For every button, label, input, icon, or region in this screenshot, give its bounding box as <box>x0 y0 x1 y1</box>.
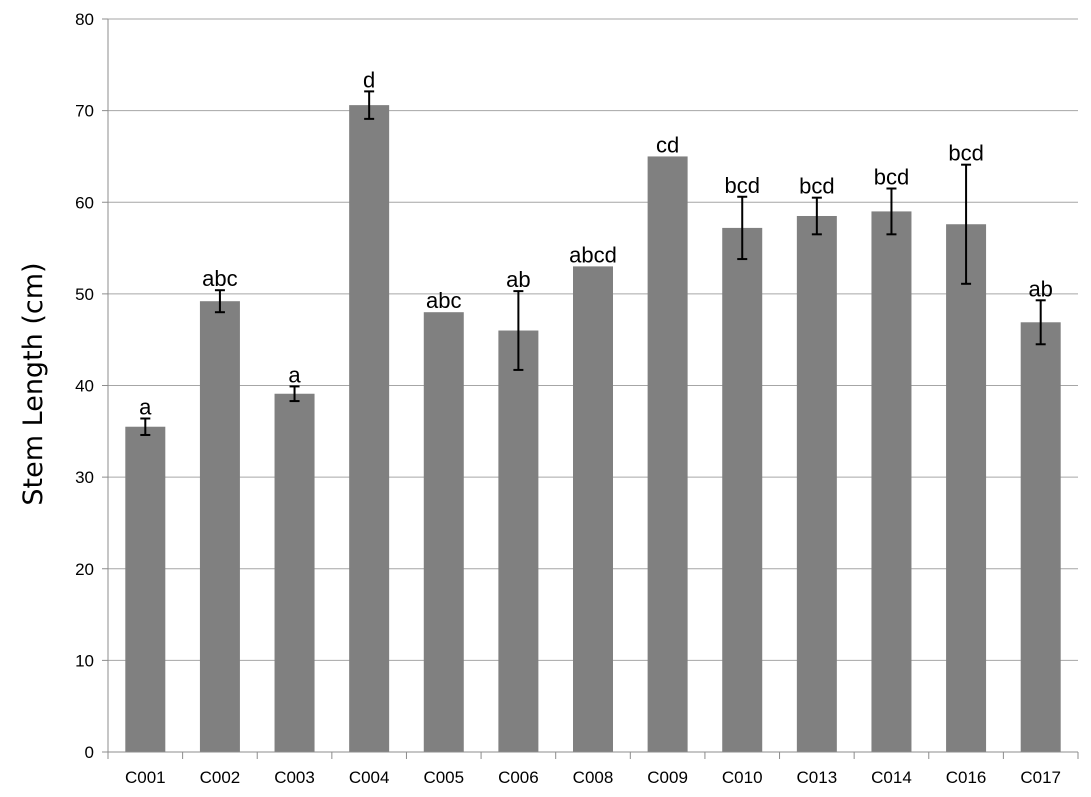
significance-label: ab <box>506 267 530 292</box>
x-tick-label: C013 <box>797 768 838 787</box>
x-tick-label: C001 <box>125 768 166 787</box>
x-tick-label: C005 <box>423 768 464 787</box>
significance-label: bcd <box>724 173 759 198</box>
bar-c014 <box>871 211 912 753</box>
error-bars <box>140 90 1046 436</box>
bar-c010 <box>722 227 763 752</box>
y-tick-label: 0 <box>85 743 94 762</box>
significance-label: d <box>363 67 375 92</box>
bars <box>125 105 1061 753</box>
significance-label: bcd <box>874 165 909 190</box>
x-tick-label: C017 <box>1020 768 1061 787</box>
significance-label: a <box>139 394 152 419</box>
y-tick-label: 60 <box>75 193 94 212</box>
x-tick-label: C016 <box>946 768 987 787</box>
labels: 0 10 20 30 40 50 60 70 80 a C001 abc C002 a C003 d C004 a… <box>75 10 1061 787</box>
y-axis-title: Stem Length (cm) <box>18 262 49 505</box>
y-tick-label: 30 <box>75 468 94 487</box>
significance-label: abc <box>202 266 237 291</box>
bar-c008 <box>573 266 613 752</box>
y-tick-label: 50 <box>75 285 94 304</box>
significance-label: ab <box>1028 276 1052 301</box>
bar-c005 <box>423 312 464 752</box>
x-tick-label: C010 <box>722 768 763 787</box>
significance-label: bcd <box>799 174 834 199</box>
x-tick-label: C014 <box>871 768 912 787</box>
x-tick-label: C004 <box>349 768 390 787</box>
significance-label: cd <box>656 132 679 157</box>
axes <box>102 18 1079 759</box>
significance-label: a <box>288 362 301 387</box>
x-tick-label: C009 <box>647 768 688 787</box>
y-tick-label: 40 <box>75 377 94 396</box>
significance-label: abc <box>426 288 461 313</box>
bar-c013 <box>796 215 837 752</box>
x-tick-label: C002 <box>200 768 241 787</box>
bar-c017 <box>1020 322 1061 752</box>
bar-c004 <box>349 105 390 752</box>
x-tick-label: C003 <box>274 768 315 787</box>
y-tick-label: 70 <box>75 102 94 121</box>
bar-c006 <box>498 330 539 752</box>
bar-c001 <box>125 426 166 752</box>
y-tick-label: 20 <box>75 560 94 579</box>
bar-c002 <box>199 301 240 752</box>
bar-c009 <box>647 156 688 752</box>
y-tick-label: 10 <box>75 651 94 670</box>
bar-c016 <box>946 224 987 753</box>
x-tick-label: C008 <box>573 768 614 787</box>
bar-c003 <box>274 393 315 752</box>
y-tick-label: 80 <box>75 10 94 29</box>
x-tick-label: C006 <box>498 768 539 787</box>
significance-label: abcd <box>569 242 617 267</box>
significance-label: bcd <box>948 141 983 166</box>
